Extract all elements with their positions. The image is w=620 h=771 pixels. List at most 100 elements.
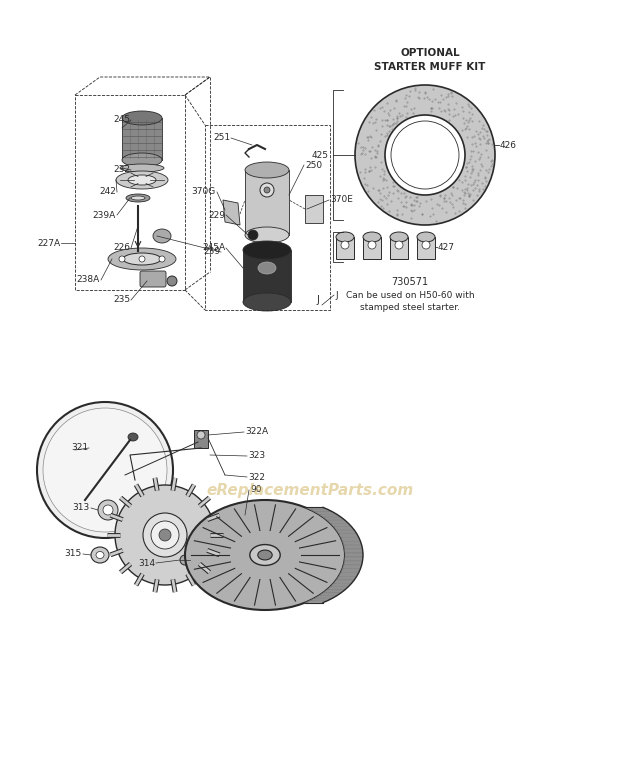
Circle shape bbox=[355, 85, 495, 225]
Circle shape bbox=[197, 431, 205, 439]
Polygon shape bbox=[341, 569, 360, 573]
Polygon shape bbox=[343, 561, 363, 565]
Polygon shape bbox=[122, 118, 162, 160]
Ellipse shape bbox=[245, 227, 289, 243]
Circle shape bbox=[391, 121, 459, 189]
Ellipse shape bbox=[363, 232, 381, 242]
Ellipse shape bbox=[123, 253, 161, 265]
Text: 227A: 227A bbox=[37, 238, 60, 247]
Text: 232: 232 bbox=[113, 166, 130, 174]
Polygon shape bbox=[305, 195, 323, 223]
Text: 370E: 370E bbox=[330, 196, 353, 204]
Ellipse shape bbox=[122, 153, 162, 167]
Polygon shape bbox=[341, 537, 360, 541]
Circle shape bbox=[143, 513, 187, 557]
Circle shape bbox=[115, 485, 215, 585]
Ellipse shape bbox=[258, 262, 276, 274]
Text: 90: 90 bbox=[250, 486, 262, 494]
Text: OPTIONAL: OPTIONAL bbox=[400, 48, 460, 58]
Text: 321: 321 bbox=[71, 443, 88, 453]
Text: 226: 226 bbox=[113, 244, 130, 252]
Circle shape bbox=[139, 256, 145, 262]
Polygon shape bbox=[194, 430, 208, 448]
Circle shape bbox=[341, 241, 349, 249]
Polygon shape bbox=[314, 596, 337, 598]
Circle shape bbox=[103, 505, 113, 515]
Polygon shape bbox=[323, 590, 345, 593]
Text: J: J bbox=[317, 295, 319, 305]
Ellipse shape bbox=[116, 171, 168, 189]
Polygon shape bbox=[339, 534, 359, 537]
Text: 242: 242 bbox=[99, 187, 116, 197]
Ellipse shape bbox=[126, 194, 150, 202]
Text: 427: 427 bbox=[438, 243, 455, 251]
Polygon shape bbox=[330, 584, 352, 587]
Circle shape bbox=[260, 183, 274, 197]
Text: 425: 425 bbox=[312, 150, 329, 160]
Text: 314: 314 bbox=[138, 558, 155, 567]
Polygon shape bbox=[334, 580, 355, 584]
Text: 323: 323 bbox=[248, 452, 265, 460]
Circle shape bbox=[368, 241, 376, 249]
Text: 370G: 370G bbox=[192, 187, 216, 197]
Ellipse shape bbox=[108, 248, 176, 270]
Circle shape bbox=[248, 230, 258, 240]
Ellipse shape bbox=[120, 164, 164, 172]
Ellipse shape bbox=[122, 111, 162, 125]
Ellipse shape bbox=[336, 232, 354, 242]
Text: J: J bbox=[335, 291, 338, 299]
Polygon shape bbox=[327, 520, 348, 524]
Ellipse shape bbox=[245, 162, 289, 178]
Ellipse shape bbox=[185, 500, 345, 610]
FancyBboxPatch shape bbox=[140, 271, 166, 287]
Ellipse shape bbox=[128, 433, 138, 441]
Text: 239: 239 bbox=[203, 247, 220, 257]
Text: STARTER MUFF KIT: STARTER MUFF KIT bbox=[374, 62, 485, 72]
Circle shape bbox=[159, 256, 165, 262]
Polygon shape bbox=[417, 237, 435, 259]
Text: 313: 313 bbox=[73, 503, 90, 513]
Text: stamped steel starter.: stamped steel starter. bbox=[360, 303, 460, 312]
Text: 315: 315 bbox=[64, 550, 82, 558]
Polygon shape bbox=[342, 565, 361, 569]
Polygon shape bbox=[323, 517, 345, 520]
Circle shape bbox=[159, 529, 171, 541]
Circle shape bbox=[98, 500, 118, 520]
Polygon shape bbox=[223, 200, 240, 225]
Polygon shape bbox=[305, 601, 328, 603]
Text: 238A: 238A bbox=[77, 275, 100, 284]
Text: 730571: 730571 bbox=[391, 277, 428, 287]
Polygon shape bbox=[336, 237, 354, 259]
Circle shape bbox=[43, 408, 167, 532]
Circle shape bbox=[151, 521, 179, 549]
Polygon shape bbox=[245, 170, 289, 235]
Polygon shape bbox=[305, 507, 328, 510]
Polygon shape bbox=[345, 549, 363, 553]
Circle shape bbox=[264, 187, 270, 193]
Polygon shape bbox=[334, 527, 355, 530]
Ellipse shape bbox=[390, 232, 408, 242]
Text: 251: 251 bbox=[213, 133, 230, 143]
Circle shape bbox=[395, 241, 403, 249]
Text: 250: 250 bbox=[305, 160, 322, 170]
Circle shape bbox=[385, 115, 465, 195]
Polygon shape bbox=[342, 541, 361, 545]
Ellipse shape bbox=[91, 547, 109, 563]
Text: 426: 426 bbox=[500, 140, 517, 150]
Text: 245: 245 bbox=[113, 116, 130, 124]
Ellipse shape bbox=[96, 551, 104, 558]
Polygon shape bbox=[310, 598, 332, 601]
Text: 239A: 239A bbox=[93, 210, 116, 220]
Polygon shape bbox=[314, 512, 337, 514]
Polygon shape bbox=[310, 510, 332, 512]
Polygon shape bbox=[345, 553, 363, 557]
Polygon shape bbox=[336, 530, 356, 534]
Ellipse shape bbox=[131, 196, 145, 200]
Text: 322A: 322A bbox=[245, 427, 268, 436]
Text: 229: 229 bbox=[208, 210, 225, 220]
Text: eReplacementParts.com: eReplacementParts.com bbox=[206, 483, 414, 497]
Polygon shape bbox=[327, 587, 348, 590]
Ellipse shape bbox=[243, 293, 291, 311]
Ellipse shape bbox=[128, 175, 156, 185]
Circle shape bbox=[422, 241, 430, 249]
